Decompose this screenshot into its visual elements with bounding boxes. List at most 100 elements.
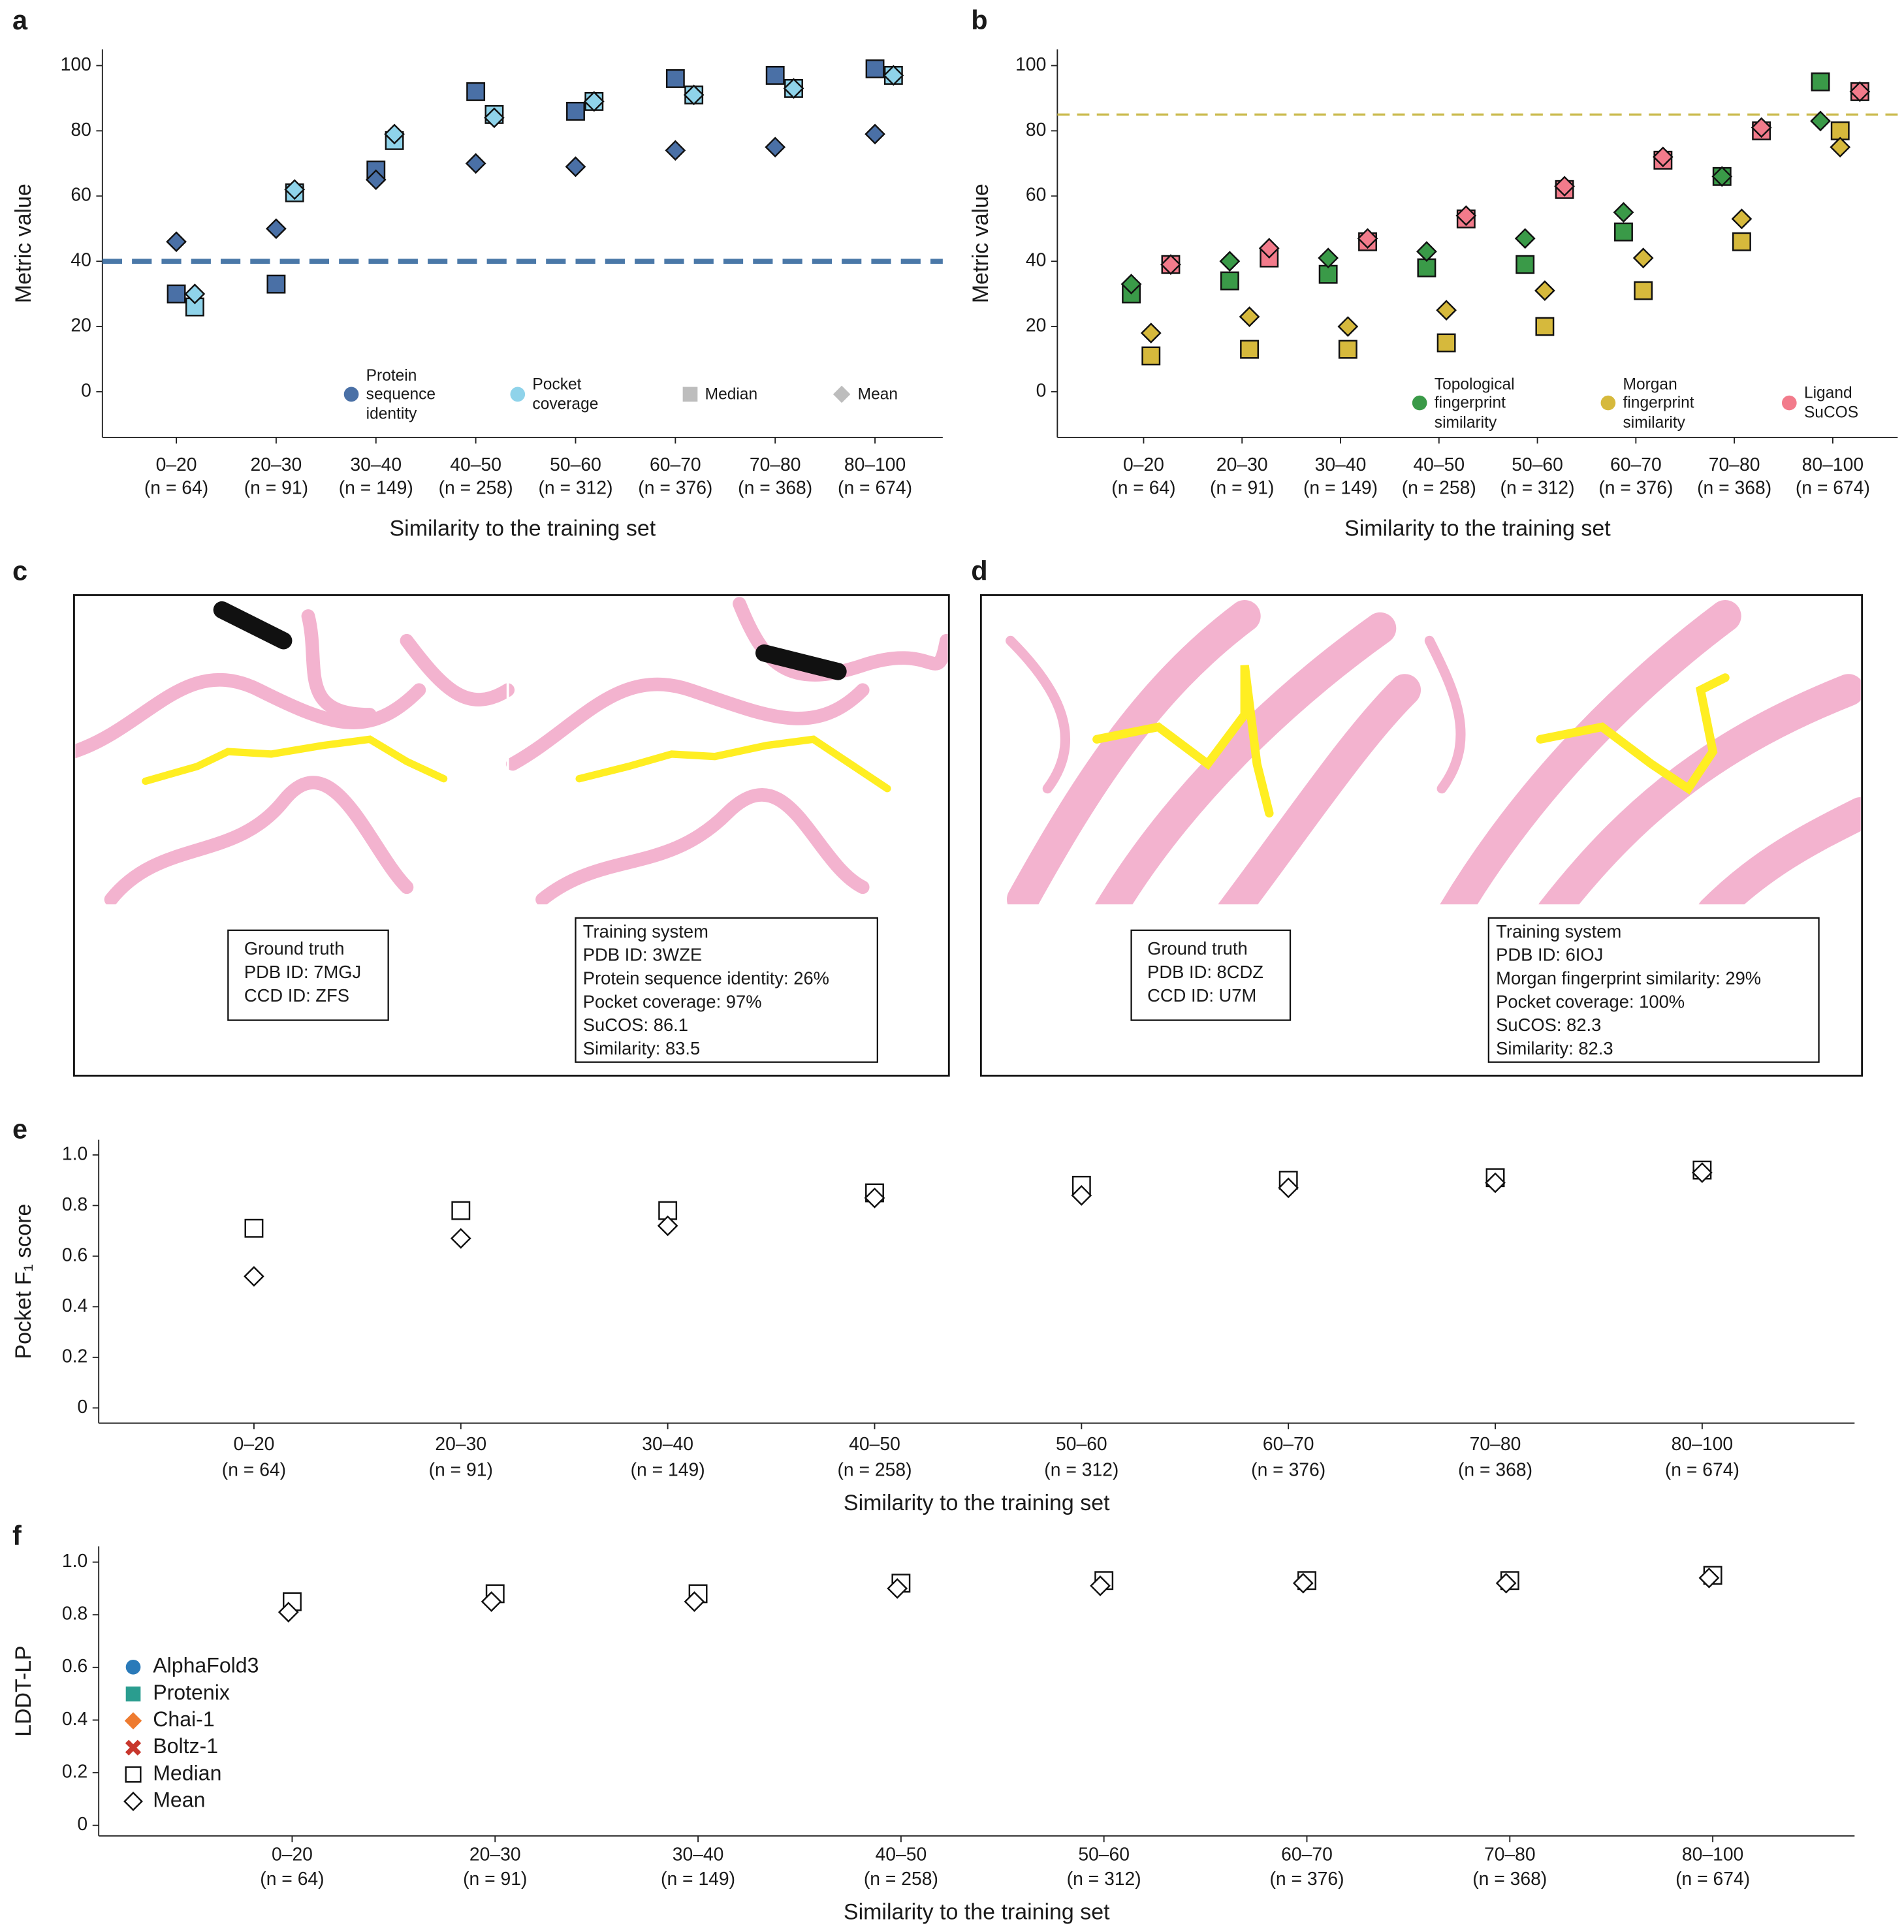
x-tick-label: 70–80	[1470, 1433, 1521, 1454]
x-tick-count: (n = 258)	[864, 1868, 938, 1889]
legend-label: Median	[153, 1761, 221, 1784]
mean-marker	[1495, 1572, 1517, 1594]
mean-marker	[1691, 1162, 1713, 1183]
mean-marker	[1711, 166, 1733, 187]
x-tick-count: (n = 64)	[260, 1868, 324, 1889]
x-tick-label: 0–20	[233, 1433, 274, 1454]
mean-marker	[1698, 1567, 1720, 1589]
x-tick-count: (n = 64)	[144, 477, 208, 498]
median-marker	[1515, 255, 1535, 274]
info-line: Morgan fingerprint similarity: 29%	[1496, 968, 1761, 988]
x-tick-label: 30–40	[673, 1843, 724, 1864]
x-tick-label: 20–30	[251, 454, 302, 475]
mean-marker	[481, 1591, 502, 1612]
x-tick-count: (n = 149)	[1303, 477, 1378, 498]
x-tick-count: (n = 674)	[1665, 1459, 1739, 1480]
panel-label: c	[12, 555, 27, 586]
mean-marker	[384, 123, 405, 145]
info-line: Similarity: 83.5	[583, 1038, 700, 1058]
x-tick-count: (n = 312)	[538, 477, 612, 498]
legend-label: Chai-1	[153, 1707, 214, 1731]
mean-marker	[284, 179, 306, 200]
mean-marker	[887, 1577, 908, 1599]
x-tick-count: (n = 368)	[738, 477, 812, 498]
y-tick-label: 0.4	[62, 1295, 87, 1316]
x-tick-count: (n = 64)	[1111, 477, 1175, 498]
legend-marker	[125, 1766, 142, 1783]
x-tick-label: 80–100	[844, 454, 906, 475]
y-axis-label: LDDT-LP	[11, 1645, 36, 1737]
info-line: Protein sequence identity: 26%	[583, 968, 829, 988]
legend-label: Topological fingerprint similarity	[1434, 373, 1515, 432]
median-marker	[665, 69, 685, 88]
mean-marker	[1416, 241, 1437, 262]
mean-marker	[1632, 247, 1654, 269]
x-tick-label: 20–30	[435, 1433, 486, 1454]
x-tick-label: 50–60	[1512, 454, 1563, 475]
x-axis-label: Similarity to the training set	[1344, 516, 1611, 541]
median-marker	[451, 1201, 471, 1220]
x-tick-count: (n = 312)	[1500, 477, 1575, 498]
mean-marker	[1318, 247, 1339, 269]
y-tick-label: 0.8	[62, 1603, 87, 1624]
legend-label: Protein sequence identity	[366, 365, 436, 422]
info-line: PDB ID: 3WZE	[583, 945, 702, 965]
x-tick-label: 80–100	[1682, 1843, 1743, 1864]
mean-marker	[184, 283, 206, 305]
x-tick-count: (n = 376)	[1598, 477, 1673, 498]
x-tick-count: (n = 91)	[244, 477, 308, 498]
info-line: Ground truth	[244, 938, 345, 958]
x-tick-count: (n = 149)	[661, 1868, 735, 1889]
legend-label-box: Topological fingerprint similarity	[1434, 373, 1515, 432]
panel-label: d	[971, 555, 987, 586]
mean-marker	[1652, 146, 1674, 168]
mean-marker	[1554, 176, 1575, 197]
median-marker	[244, 1218, 264, 1238]
x-tick-label: 70–80	[1484, 1843, 1536, 1864]
median-marker	[1220, 271, 1239, 291]
mean-marker	[657, 1215, 678, 1237]
x-tick-count: (n = 376)	[1269, 1868, 1344, 1889]
mean-marker	[1239, 306, 1260, 327]
mean-marker	[166, 231, 187, 253]
y-tick-label: 60	[71, 184, 91, 205]
mean-marker	[684, 1591, 705, 1612]
info-line: Pocket coverage: 97%	[583, 991, 762, 1011]
info-line: Training system	[1496, 921, 1621, 942]
mean-marker	[244, 1265, 264, 1287]
legend-marker	[510, 387, 526, 402]
y-tick-label: 1.0	[62, 1143, 87, 1164]
x-tick-count: (n = 64)	[222, 1459, 286, 1480]
mean-marker	[883, 65, 904, 86]
mean-marker	[1534, 280, 1555, 302]
legend-label-box: Pocket coverage	[532, 375, 599, 413]
mean-marker	[1731, 208, 1753, 230]
mean-marker	[1849, 81, 1871, 103]
x-tick-label: 20–30	[1216, 454, 1268, 475]
x-tick-count: (n = 674)	[838, 477, 912, 498]
mean-marker	[765, 136, 786, 158]
y-tick-label: 0	[1036, 379, 1047, 400]
y-tick-label: 0.2	[62, 1761, 87, 1782]
y-tick-label: 0	[77, 1396, 87, 1417]
y-tick-label: 80	[71, 119, 91, 140]
info-line: CCD ID: U7M	[1147, 985, 1256, 1006]
x-tick-label: 20–30	[469, 1843, 521, 1864]
mean-marker	[665, 140, 686, 161]
structure-image-c	[75, 596, 948, 905]
panel-frame	[73, 594, 950, 1077]
x-tick-label: 80–100	[1802, 454, 1864, 475]
mean-marker	[1455, 205, 1477, 227]
y-axis-label: Metric value	[968, 183, 993, 303]
median-marker	[466, 82, 486, 101]
mean-marker	[1357, 228, 1378, 249]
legend-label: Pocket coverage	[532, 375, 599, 413]
info-line: Similarity: 82.3	[1496, 1038, 1613, 1058]
mean-marker	[278, 1602, 299, 1623]
legend-marker	[833, 385, 851, 404]
legend-marker	[125, 1687, 141, 1702]
mean-marker	[583, 91, 605, 112]
y-tick-label: 80	[1026, 119, 1046, 140]
legend-marker	[124, 1712, 142, 1730]
legend-label-box: Morgan fingerprint similarity	[1623, 374, 1694, 431]
